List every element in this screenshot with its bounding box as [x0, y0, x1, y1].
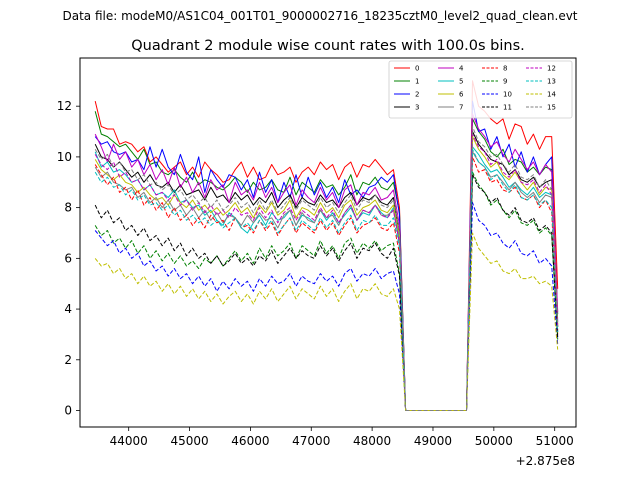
y-tick-label: 4 [64, 302, 72, 316]
series-line-6 [94, 136, 559, 411]
series-line-13 [94, 148, 559, 411]
x-tick-label: 44000 [110, 434, 148, 448]
legend-label-4: 4 [459, 65, 464, 73]
legend-label-8: 8 [503, 65, 507, 73]
y-axis: 0 2 4 6 8 10 12 [57, 99, 80, 418]
y-tick-label: 10 [57, 150, 72, 164]
x-tick-label: 46000 [231, 434, 269, 448]
legend-label-12: 12 [547, 65, 556, 73]
axes-frame [79, 57, 577, 428]
series-line-15 [94, 126, 559, 411]
legend-label-1: 1 [415, 78, 419, 86]
series-line-9 [94, 171, 559, 411]
y-tick-label: 2 [64, 353, 72, 367]
series-line-3 [94, 131, 559, 411]
series-layer [94, 80, 559, 411]
plot-area [79, 57, 577, 428]
series-line-12 [94, 133, 559, 411]
series-line-5 [94, 146, 559, 411]
legend-label-14: 14 [547, 91, 556, 99]
suptitle: Data file: modeM0/AS1C04_001T01_90000027… [62, 9, 577, 23]
x-tick-label: 47000 [292, 434, 330, 448]
legend-label-0: 0 [415, 65, 419, 73]
series-line-11 [94, 174, 559, 411]
series-line-4 [94, 113, 559, 411]
legend-label-7: 7 [459, 104, 463, 112]
legend-label-9: 9 [503, 78, 507, 86]
x-tick-label: 49000 [414, 434, 452, 448]
chart-title: Quadrant 2 module wise count rates with … [131, 38, 525, 54]
legend-label-11: 11 [503, 104, 512, 112]
x-axis: 44000 45000 46000 47000 48000 49000 50000 51000 [110, 427, 574, 448]
series-line-14 [94, 232, 559, 411]
legend-label-5: 5 [459, 78, 463, 86]
legend-box [388, 60, 573, 119]
x-tick-label: 50000 [475, 434, 513, 448]
legend-label-15: 15 [547, 104, 556, 112]
y-tick-label: 12 [57, 99, 72, 113]
legend-label-2: 2 [415, 91, 419, 99]
legend-label-6: 6 [459, 91, 464, 99]
x-tick-label: 48000 [353, 434, 391, 448]
x-offset-label: +2.875e8 [516, 454, 575, 468]
legend-label-13: 13 [547, 78, 556, 86]
y-tick-label: 0 [64, 404, 72, 418]
series-line-10 [94, 202, 559, 411]
x-tick-label: 51000 [536, 434, 574, 448]
series-line-1 [94, 111, 559, 411]
legend-label-3: 3 [415, 104, 419, 112]
y-tick-label: 6 [64, 251, 72, 265]
x-tick-label: 45000 [170, 434, 208, 448]
legend-label-10: 10 [503, 91, 512, 99]
y-tick-label: 8 [64, 201, 72, 215]
